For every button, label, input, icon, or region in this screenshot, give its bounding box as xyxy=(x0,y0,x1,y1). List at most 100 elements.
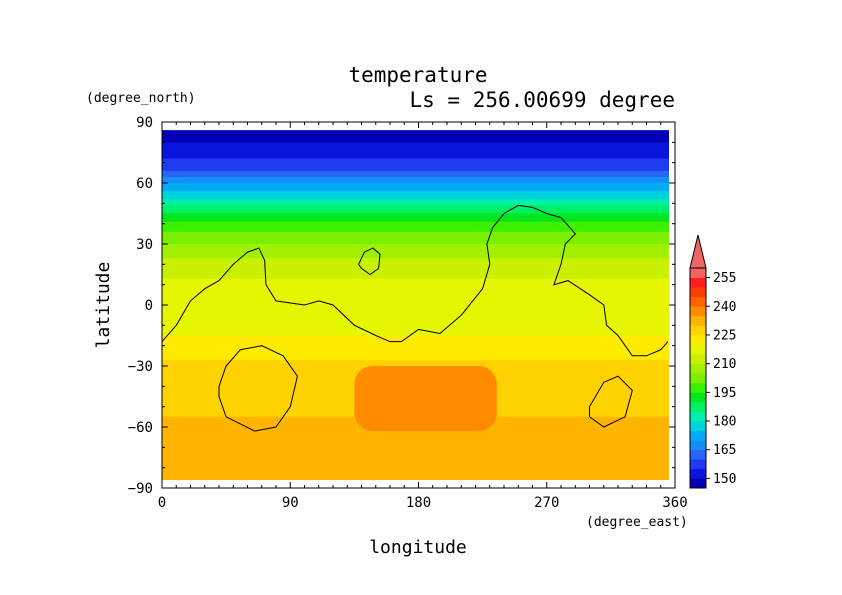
field-band xyxy=(162,475,669,479)
field-band xyxy=(162,321,669,324)
field-band xyxy=(162,246,669,249)
field-band xyxy=(162,174,669,178)
field-band xyxy=(162,457,669,461)
x-axis-units: (degree_east) xyxy=(586,515,688,530)
field-band xyxy=(162,146,669,150)
colorbar-swatch xyxy=(690,306,706,317)
field-band xyxy=(162,333,669,337)
field-band xyxy=(162,343,669,347)
field-band xyxy=(162,260,669,263)
field-band xyxy=(162,231,669,235)
contour-lines xyxy=(162,204,669,432)
colorbar: 150 165 180 195 210 225 240 255 xyxy=(689,234,736,489)
field-band xyxy=(162,219,669,223)
field-band xyxy=(162,317,669,320)
field-band xyxy=(162,241,669,245)
field-band xyxy=(162,441,669,444)
chart-title: temperature xyxy=(348,63,487,87)
field-band xyxy=(162,138,669,141)
field-band xyxy=(162,325,669,328)
field-band xyxy=(162,363,669,367)
field-band xyxy=(162,244,669,247)
field-band xyxy=(162,148,669,152)
x-tick-label: 180 xyxy=(406,495,431,511)
field-band xyxy=(162,130,669,133)
field-band xyxy=(162,286,669,290)
field-band xyxy=(162,270,669,274)
field-band xyxy=(162,435,669,438)
colorbar-tick-label: 255 xyxy=(713,271,736,286)
field-band xyxy=(162,296,669,300)
field-band xyxy=(162,305,669,308)
field-band xyxy=(162,311,669,314)
colorbar-swatch xyxy=(690,363,706,374)
field-band xyxy=(162,473,669,477)
field-band xyxy=(162,185,669,188)
field-band xyxy=(162,239,669,243)
x-tick-label: 0 xyxy=(158,495,166,511)
colorbar-swatch xyxy=(690,277,706,288)
colorbar-swatch xyxy=(690,382,706,393)
field-band xyxy=(162,170,669,174)
field-band xyxy=(162,268,669,272)
colorbar-swatch xyxy=(690,287,706,298)
chart-subtitle: Ls = 256.00699 degree xyxy=(409,88,675,112)
field-band xyxy=(162,223,669,227)
field-band xyxy=(162,449,669,452)
field-band xyxy=(162,433,669,436)
y-tick-label: 30 xyxy=(136,237,153,253)
field-band xyxy=(162,252,669,255)
field-band xyxy=(162,266,669,269)
field-band xyxy=(162,237,669,241)
field-band xyxy=(162,300,669,304)
field-band xyxy=(162,134,669,137)
colorbar-tick-label: 210 xyxy=(713,357,736,372)
field-band xyxy=(162,280,669,284)
contour-line xyxy=(589,375,633,428)
field-band xyxy=(162,225,669,229)
field-band xyxy=(162,201,669,204)
field-band xyxy=(162,327,669,330)
field-band xyxy=(162,193,669,196)
field-band xyxy=(162,298,669,302)
y-tick-label: 0 xyxy=(145,298,153,314)
field-band xyxy=(162,309,669,312)
field-band xyxy=(162,329,669,333)
field-band xyxy=(162,160,669,164)
colorbar-swatch xyxy=(690,401,706,412)
field-band xyxy=(162,229,669,233)
field-band xyxy=(162,443,669,446)
field-band xyxy=(162,351,669,355)
field-band xyxy=(162,459,669,463)
colorbar-swatch xyxy=(690,373,706,384)
field-band xyxy=(162,132,669,135)
field-band xyxy=(162,211,669,215)
colorbar-tick-label: 150 xyxy=(713,472,736,487)
field-band xyxy=(162,199,669,202)
colorbar-swatch xyxy=(690,468,706,479)
field-band xyxy=(162,467,669,471)
field-band xyxy=(162,359,669,363)
field-band xyxy=(162,272,669,276)
field-band xyxy=(162,437,669,440)
field-band xyxy=(162,335,669,339)
colorbar-swatch xyxy=(690,296,706,307)
field-band xyxy=(162,166,669,170)
colorbar-swatch xyxy=(690,459,706,470)
field-band xyxy=(162,471,669,475)
field-band xyxy=(162,221,669,225)
field-band xyxy=(162,144,669,147)
colorbar-swatch xyxy=(690,315,706,326)
colorbar-swatch xyxy=(690,354,706,365)
field-band xyxy=(162,154,669,158)
field-band xyxy=(162,463,669,467)
y-tick-label: −90 xyxy=(128,481,153,497)
y-tick-label: −60 xyxy=(128,420,153,436)
field-band xyxy=(162,353,669,357)
field-band xyxy=(162,284,669,288)
field-band xyxy=(162,319,669,322)
field-band xyxy=(162,307,669,310)
colorbar-tick-label: 240 xyxy=(713,300,736,315)
field-band xyxy=(162,227,669,231)
